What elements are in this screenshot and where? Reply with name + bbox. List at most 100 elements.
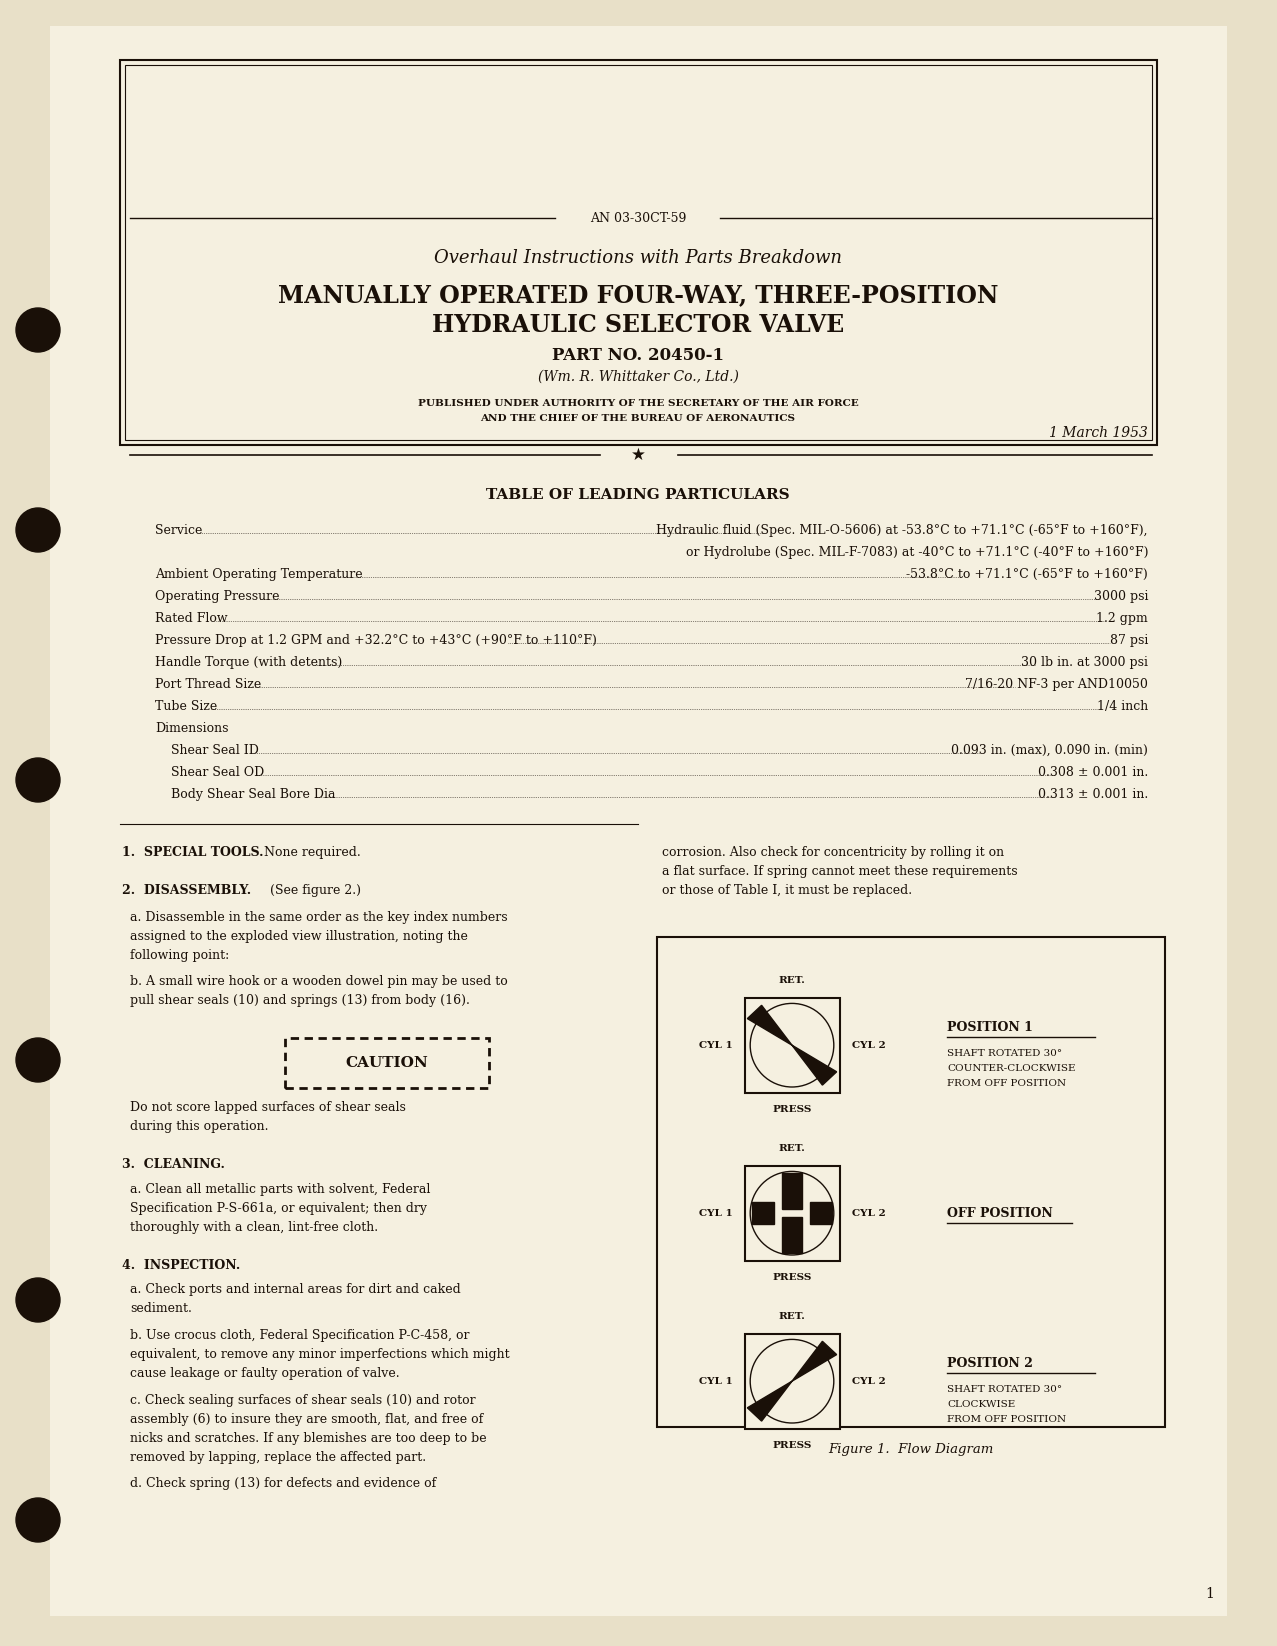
Text: CAUTION: CAUTION: [346, 1055, 428, 1070]
Bar: [782, 1216, 802, 1253]
Text: Handle Torque (with detents): Handle Torque (with detents): [155, 655, 342, 668]
Text: b. Use crocus cloth, Federal Specification P-C-458, or: b. Use crocus cloth, Federal Specificati…: [130, 1328, 470, 1341]
Text: 1.2 gpm: 1.2 gpm: [1096, 612, 1148, 624]
Text: 30 lb in. at 3000 psi: 30 lb in. at 3000 psi: [1022, 655, 1148, 668]
Text: Operating Pressure: Operating Pressure: [155, 589, 280, 602]
Text: COUNTER-CLOCKWISE: COUNTER-CLOCKWISE: [948, 1063, 1075, 1073]
Text: 1 March 1953: 1 March 1953: [1050, 426, 1148, 439]
Text: POSITION 1: POSITION 1: [948, 1021, 1033, 1034]
Text: 1: 1: [1205, 1587, 1214, 1602]
Text: Do not score lapped surfaces of shear seals: Do not score lapped surfaces of shear se…: [130, 1101, 406, 1114]
Text: Shear Seal ID: Shear Seal ID: [155, 744, 259, 757]
Text: SHAFT ROTATED 30°: SHAFT ROTATED 30°: [948, 1384, 1062, 1394]
Text: 4.  INSPECTION.: 4. INSPECTION.: [123, 1259, 240, 1272]
Text: ★: ★: [631, 446, 645, 464]
Text: (See figure 2.): (See figure 2.): [269, 884, 361, 897]
Circle shape: [17, 1039, 60, 1081]
Text: 2.  DISASSEMBLY.: 2. DISASSEMBLY.: [123, 884, 252, 897]
Text: or Hydrolube (Spec. MIL-F-7083) at -40°C to +71.1°C (-40°F to +160°F): or Hydrolube (Spec. MIL-F-7083) at -40°C…: [686, 545, 1148, 558]
Text: CYL 1: CYL 1: [699, 1040, 733, 1050]
Bar: [744, 1333, 839, 1429]
Text: d. Check spring (13) for defects and evidence of: d. Check spring (13) for defects and evi…: [130, 1476, 437, 1490]
FancyBboxPatch shape: [50, 26, 1227, 1616]
Text: Figure 1.  Flow Diagram: Figure 1. Flow Diagram: [829, 1442, 994, 1455]
Text: (Wm. R. Whittaker Co., Ltd.): (Wm. R. Whittaker Co., Ltd.): [538, 370, 738, 384]
Text: assigned to the exploded view illustration, noting the: assigned to the exploded view illustrati…: [130, 930, 467, 943]
Text: Body Shear Seal Bore Dia: Body Shear Seal Bore Dia: [155, 787, 336, 800]
Text: b. A small wire hook or a wooden dowel pin may be used to: b. A small wire hook or a wooden dowel p…: [130, 974, 508, 988]
Text: CYL 2: CYL 2: [852, 1040, 885, 1050]
Text: CYL 2: CYL 2: [852, 1208, 885, 1218]
Circle shape: [17, 1277, 60, 1322]
Text: Rated Flow: Rated Flow: [155, 612, 227, 624]
Text: POSITION 2: POSITION 2: [948, 1356, 1033, 1369]
Bar: [752, 1202, 774, 1225]
Text: PRESS: PRESS: [773, 1272, 812, 1282]
Text: HYDRAULIC SELECTOR VALVE: HYDRAULIC SELECTOR VALVE: [432, 313, 844, 337]
Bar: [782, 1174, 802, 1210]
Circle shape: [17, 1498, 60, 1542]
Bar: [810, 1202, 833, 1225]
Text: during this operation.: during this operation.: [130, 1119, 268, 1132]
Text: Ambient Operating Temperature: Ambient Operating Temperature: [155, 568, 363, 581]
Text: Shear Seal OD: Shear Seal OD: [155, 765, 264, 779]
Text: -53.8°C to +71.1°C (-65°F to +160°F): -53.8°C to +71.1°C (-65°F to +160°F): [907, 568, 1148, 581]
Text: CYL 2: CYL 2: [852, 1376, 885, 1386]
Text: removed by lapping, replace the affected part.: removed by lapping, replace the affected…: [130, 1450, 427, 1463]
Text: Overhaul Instructions with Parts Breakdown: Overhaul Instructions with Parts Breakdo…: [434, 249, 842, 267]
Text: 3000 psi: 3000 psi: [1093, 589, 1148, 602]
Text: equivalent, to remove any minor imperfections which might: equivalent, to remove any minor imperfec…: [130, 1348, 510, 1361]
Text: assembly (6) to insure they are smooth, flat, and free of: assembly (6) to insure they are smooth, …: [130, 1412, 483, 1425]
Circle shape: [17, 509, 60, 551]
Text: a. Disassemble in the same order as the key index numbers: a. Disassemble in the same order as the …: [130, 910, 508, 923]
Text: PRESS: PRESS: [773, 1440, 812, 1450]
Text: 87 psi: 87 psi: [1110, 634, 1148, 647]
Text: following point:: following point:: [130, 948, 230, 961]
Bar: [120, 59, 1157, 444]
Text: pull shear seals (10) and springs (13) from body (16).: pull shear seals (10) and springs (13) f…: [130, 994, 470, 1007]
Text: TABLE OF LEADING PARTICULARS: TABLE OF LEADING PARTICULARS: [487, 487, 789, 502]
Text: AND THE CHIEF OF THE BUREAU OF AERONAUTICS: AND THE CHIEF OF THE BUREAU OF AERONAUTI…: [480, 413, 796, 423]
Text: c. Check sealing surfaces of shear seals (10) and rotor: c. Check sealing surfaces of shear seals…: [130, 1394, 475, 1407]
Text: FROM OFF POSITION: FROM OFF POSITION: [948, 1414, 1066, 1424]
Text: Port Thread Size: Port Thread Size: [155, 678, 262, 691]
Bar: [744, 1165, 839, 1261]
Text: None required.: None required.: [264, 846, 360, 859]
Text: 1.  SPECIAL TOOLS.: 1. SPECIAL TOOLS.: [123, 846, 263, 859]
Text: 1/4 inch: 1/4 inch: [1097, 700, 1148, 713]
Circle shape: [17, 308, 60, 352]
Circle shape: [17, 759, 60, 802]
Text: CLOCKWISE: CLOCKWISE: [948, 1399, 1015, 1409]
Text: Pressure Drop at 1.2 GPM and +32.2°C to +43°C (+90°F to +110°F): Pressure Drop at 1.2 GPM and +32.2°C to …: [155, 634, 596, 647]
Text: PART NO. 20450-1: PART NO. 20450-1: [552, 347, 724, 364]
Polygon shape: [747, 1341, 836, 1420]
Text: CYL 1: CYL 1: [699, 1376, 733, 1386]
Text: sediment.: sediment.: [130, 1302, 192, 1315]
Text: Specification P-S-661a, or equivalent; then dry: Specification P-S-661a, or equivalent; t…: [130, 1202, 427, 1215]
Text: a. Check ports and internal areas for dirt and caked: a. Check ports and internal areas for di…: [130, 1284, 461, 1297]
Text: RET.: RET.: [779, 976, 806, 984]
Text: SHAFT ROTATED 30°: SHAFT ROTATED 30°: [948, 1049, 1062, 1058]
Text: PRESS: PRESS: [773, 1104, 812, 1114]
Text: 7/16-20 NF-3 per AND10050: 7/16-20 NF-3 per AND10050: [965, 678, 1148, 691]
Text: FROM OFF POSITION: FROM OFF POSITION: [948, 1078, 1066, 1088]
Text: corrosion. Also check for concentricity by rolling it on: corrosion. Also check for concentricity …: [661, 846, 1004, 859]
Text: thoroughly with a clean, lint-free cloth.: thoroughly with a clean, lint-free cloth…: [130, 1221, 378, 1234]
Text: RET.: RET.: [779, 1312, 806, 1320]
Text: or those of Table I, it must be replaced.: or those of Table I, it must be replaced…: [661, 884, 912, 897]
Bar: [656, 937, 1165, 1427]
Text: Dimensions: Dimensions: [155, 721, 229, 734]
Text: CYL 1: CYL 1: [699, 1208, 733, 1218]
Text: cause leakage or faulty operation of valve.: cause leakage or faulty operation of val…: [130, 1366, 400, 1379]
Text: Service: Service: [155, 523, 202, 537]
Text: a flat surface. If spring cannot meet these requirements: a flat surface. If spring cannot meet th…: [661, 866, 1018, 877]
Text: nicks and scratches. If any blemishes are too deep to be: nicks and scratches. If any blemishes ar…: [130, 1432, 487, 1445]
Text: Hydraulic fluid (Spec. MIL-O-5606) at -53.8°C to +71.1°C (-65°F to +160°F),: Hydraulic fluid (Spec. MIL-O-5606) at -5…: [656, 523, 1148, 537]
Text: OFF POSITION: OFF POSITION: [948, 1207, 1052, 1220]
Text: 0.313 ± 0.001 in.: 0.313 ± 0.001 in.: [1038, 787, 1148, 800]
Text: 0.308 ± 0.001 in.: 0.308 ± 0.001 in.: [1038, 765, 1148, 779]
Text: a. Clean all metallic parts with solvent, Federal: a. Clean all metallic parts with solvent…: [130, 1183, 430, 1195]
Text: AN 03-30CT-59: AN 03-30CT-59: [590, 211, 686, 224]
Polygon shape: [747, 1006, 836, 1085]
Text: RET.: RET.: [779, 1144, 806, 1152]
